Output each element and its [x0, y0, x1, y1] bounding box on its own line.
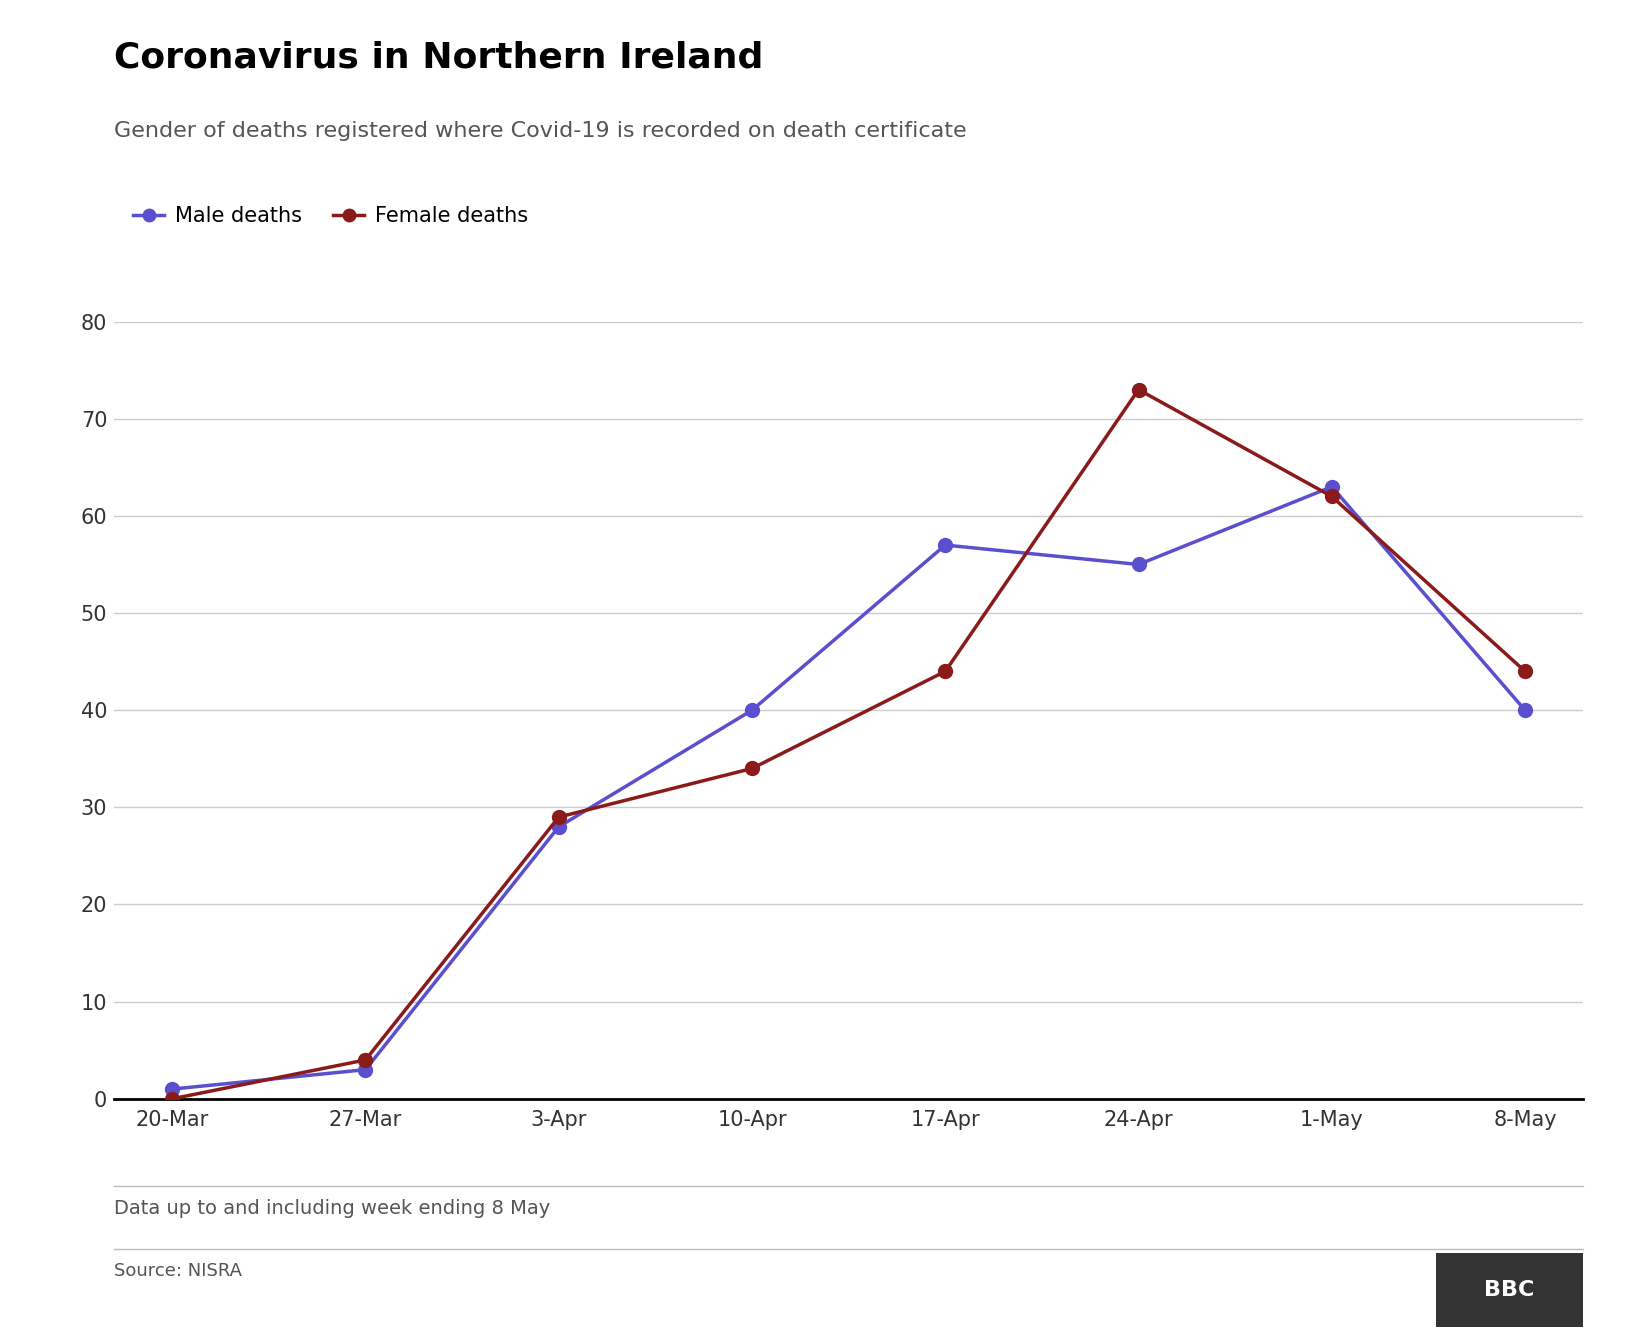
Text: Source: NISRA: Source: NISRA: [114, 1262, 242, 1280]
Text: Coronavirus in Northern Ireland: Coronavirus in Northern Ireland: [114, 40, 764, 74]
Text: BBC: BBC: [1485, 1280, 1534, 1300]
Text: Data up to and including week ending 8 May: Data up to and including week ending 8 M…: [114, 1199, 550, 1218]
Legend: Male deaths, Female deaths: Male deaths, Female deaths: [124, 198, 535, 234]
Text: Gender of deaths registered where Covid-19 is recorded on death certificate: Gender of deaths registered where Covid-…: [114, 121, 966, 141]
